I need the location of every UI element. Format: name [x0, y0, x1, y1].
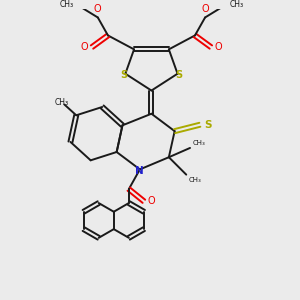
Text: O: O: [202, 4, 209, 14]
Text: S: S: [120, 70, 127, 80]
Text: CH₃: CH₃: [229, 0, 243, 9]
Text: S: S: [204, 120, 212, 130]
Text: CH₃: CH₃: [189, 177, 201, 183]
Text: CH₃: CH₃: [60, 0, 74, 9]
Text: N: N: [135, 166, 144, 176]
Text: O: O: [93, 4, 101, 14]
Text: O: O: [148, 196, 156, 206]
Text: CH₃: CH₃: [192, 140, 205, 146]
Text: CH₃: CH₃: [55, 98, 69, 107]
Text: O: O: [81, 42, 88, 52]
Text: O: O: [214, 42, 222, 52]
Text: S: S: [176, 70, 183, 80]
